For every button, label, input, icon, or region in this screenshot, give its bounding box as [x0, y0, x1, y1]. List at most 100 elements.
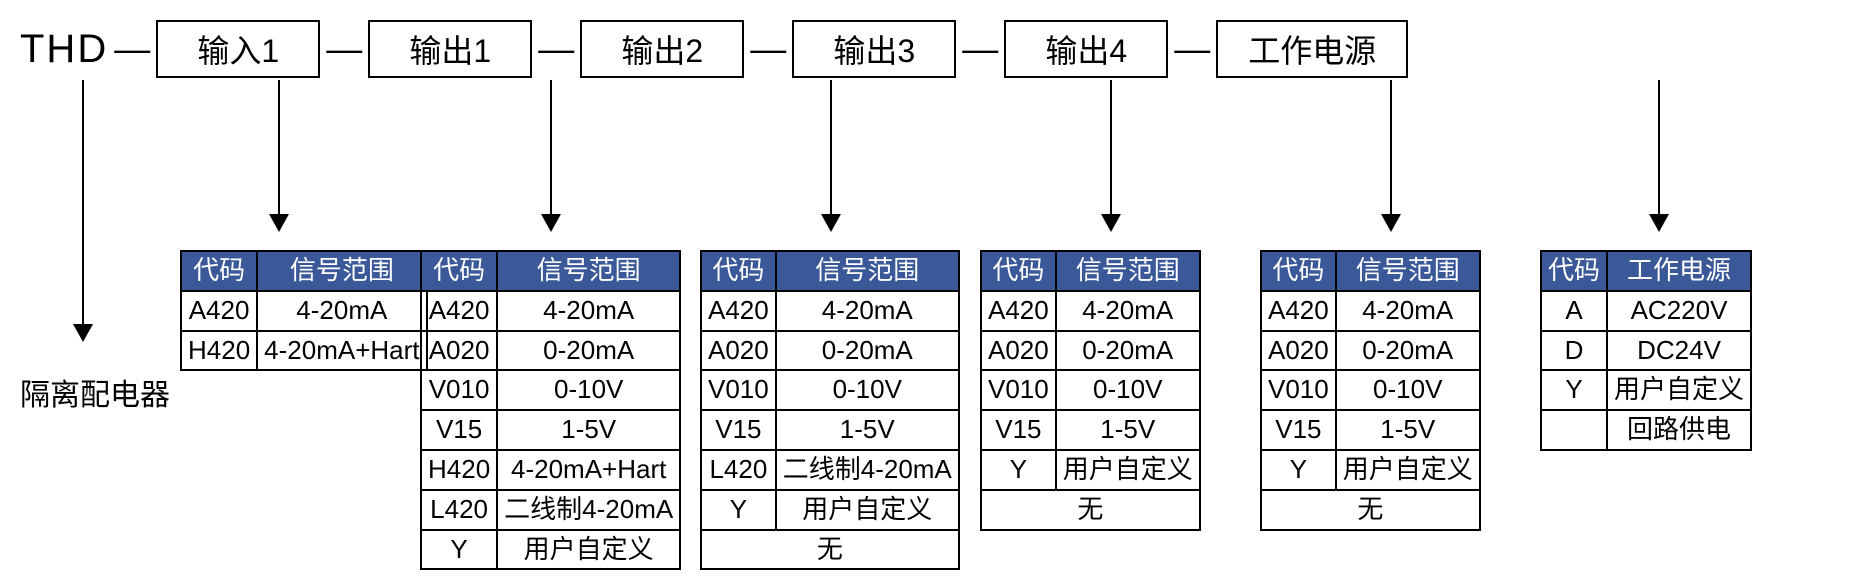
table-header: 信号范围 — [1336, 251, 1480, 291]
table-cell: 1-5V — [776, 410, 959, 450]
table-cell: 4-20mA — [497, 291, 680, 331]
table-cell: 0-10V — [1056, 370, 1200, 410]
table-header: 代码 — [421, 251, 497, 291]
table-cell: 用户自定义 — [1056, 450, 1200, 490]
table-cell: V010 — [981, 370, 1056, 410]
table-cell-merged: 无 — [981, 490, 1200, 530]
table-cell: V010 — [701, 370, 776, 410]
table-header: 信号范围 — [776, 251, 959, 291]
box-output3: 输出3 — [792, 20, 956, 78]
table-row: A4204-20mA — [701, 291, 959, 331]
table-cell: 4-20mA+Hart — [257, 331, 426, 371]
code-table: 代码工作电源AAC220VDDC24VY用户自定义回路供电 — [1540, 250, 1752, 451]
table-cell: Y — [701, 490, 776, 530]
table-cell: L420 — [701, 450, 776, 490]
table-row: A4204-20mA — [1261, 291, 1480, 331]
table-cell: 用户自定义 — [1607, 370, 1751, 410]
table-cell-merged: 无 — [1261, 490, 1480, 530]
table-cell: 4-20mA — [776, 291, 959, 331]
table-row: Y用户自定义 — [421, 530, 680, 570]
table-row: H4204-20mA+Hart — [181, 331, 427, 371]
table-row: V151-5V — [421, 410, 680, 450]
table-cell: DC24V — [1607, 331, 1751, 371]
table-row: A4204-20mA — [421, 291, 680, 331]
table-header: 代码 — [181, 251, 257, 291]
table-cell: 二线制4-20mA — [497, 490, 680, 530]
table-cell: 1-5V — [497, 410, 680, 450]
code-table-1: 代码信号范围A4204-20mAA0200-20mAV0100-10VV151-… — [420, 250, 681, 570]
table-cell: 1-5V — [1336, 410, 1480, 450]
box-input1: 输入1 — [156, 20, 320, 78]
table-header: 信号范围 — [257, 251, 426, 291]
table-cell: A420 — [1261, 291, 1336, 331]
table-cell: 0-10V — [497, 370, 680, 410]
table-row: H4204-20mA+Hart — [421, 450, 680, 490]
table-row: V0100-10V — [421, 370, 680, 410]
code-table: 代码信号范围A4204-20mAH4204-20mA+Hart — [180, 250, 428, 371]
dash-icon: — — [1174, 28, 1210, 70]
model-code-diagram: THD — 输入1 — 输出1 — 输出2 — 输出3 — 输出4 — 工作电源… — [20, 20, 1840, 78]
table-row: Y用户自定义 — [981, 450, 1200, 490]
table-cell: AC220V — [1607, 291, 1751, 331]
table-header: 代码 — [1541, 251, 1607, 291]
dash-icon: — — [326, 28, 362, 70]
box-power: 工作电源 — [1216, 20, 1408, 78]
table-row: V151-5V — [1261, 410, 1480, 450]
table-row: V0100-10V — [1261, 370, 1480, 410]
table-cell: V15 — [981, 410, 1056, 450]
table-row: Y用户自定义 — [1261, 450, 1480, 490]
table-cell: 4-20mA — [1336, 291, 1480, 331]
table-cell: Y — [421, 530, 497, 570]
dash-icon: — — [538, 28, 574, 70]
table-cell: 4-20mA+Hart — [497, 450, 680, 490]
table-header: 信号范围 — [1056, 251, 1200, 291]
table-row: DDC24V — [1541, 331, 1751, 371]
table-cell: A020 — [701, 331, 776, 371]
table-row: 回路供电 — [1541, 410, 1751, 450]
table-cell: 0-10V — [1336, 370, 1480, 410]
table-cell: Y — [1261, 450, 1336, 490]
table-row: A0200-20mA — [981, 331, 1200, 371]
table-cell: 0-20mA — [1056, 331, 1200, 371]
code-table: 代码信号范围A4204-20mAA0200-20mAV0100-10VV151-… — [420, 250, 681, 570]
table-header: 代码 — [1261, 251, 1336, 291]
table-header: 代码 — [701, 251, 776, 291]
code-table-4: 代码信号范围A4204-20mAA0200-20mAV0100-10VV151-… — [1260, 250, 1481, 531]
table-row: Y用户自定义 — [1541, 370, 1751, 410]
table-cell: Y — [981, 450, 1056, 490]
table-row: V151-5V — [701, 410, 959, 450]
table-cell: V15 — [1261, 410, 1336, 450]
table-cell: 回路供电 — [1607, 410, 1751, 450]
box-output4: 输出4 — [1004, 20, 1168, 78]
dash-icon: — — [750, 28, 786, 70]
table-cell: 二线制4-20mA — [776, 450, 959, 490]
table-cell: A020 — [981, 331, 1056, 371]
table-cell: A420 — [981, 291, 1056, 331]
table-cell: 0-20mA — [776, 331, 959, 371]
table-cell: Y — [1541, 370, 1607, 410]
table-cell: 0-10V — [776, 370, 959, 410]
code-table-5: 代码工作电源AAC220VDDC24VY用户自定义回路供电 — [1540, 250, 1752, 451]
code-table-2: 代码信号范围A4204-20mAA0200-20mAV0100-10VV151-… — [700, 250, 960, 570]
table-header: 工作电源 — [1607, 251, 1751, 291]
table-cell: H420 — [181, 331, 257, 371]
arrow-down-icon — [278, 80, 280, 230]
arrow-down-icon — [550, 80, 552, 230]
code-table-0: 代码信号范围A4204-20mAH4204-20mA+Hart — [180, 250, 428, 371]
dash-icon: — — [962, 28, 998, 70]
table-cell: D — [1541, 331, 1607, 371]
table-row: A4204-20mA — [981, 291, 1200, 331]
arrow-down-icon — [1390, 80, 1392, 230]
table-row: A4204-20mA — [181, 291, 427, 331]
arrow-down-icon — [1658, 80, 1660, 230]
table-cell: V010 — [421, 370, 497, 410]
table-cell: V15 — [421, 410, 497, 450]
table-cell: 4-20mA — [1056, 291, 1200, 331]
table-cell: A020 — [1261, 331, 1336, 371]
table-cell: 用户自定义 — [776, 490, 959, 530]
table-row: L420二线制4-20mA — [701, 450, 959, 490]
table-cell: A020 — [421, 331, 497, 371]
table-cell: A — [1541, 291, 1607, 331]
table-row: AAC220V — [1541, 291, 1751, 331]
thd-label: THD — [20, 27, 108, 72]
